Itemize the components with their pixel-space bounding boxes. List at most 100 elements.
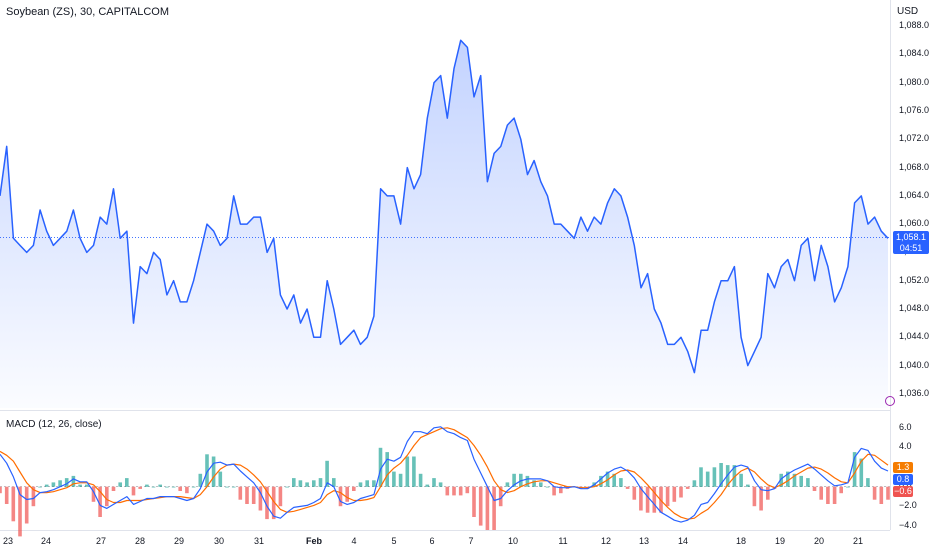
macd-histogram-bar [145, 484, 149, 487]
macd-histogram-bar [352, 486, 356, 491]
macd-histogram-bar [412, 456, 416, 487]
macd-histogram-bar [138, 486, 142, 489]
macd-histogram-bar [71, 475, 76, 487]
macd-histogram-bar [432, 478, 436, 487]
macd-histogram-bar [452, 486, 456, 496]
macd-histogram-bar [31, 486, 36, 507]
macd-histogram-bar [699, 467, 703, 487]
time-tick-label: 11 [558, 536, 568, 546]
macd-histogram-bar [111, 486, 116, 491]
macd-histogram-bar [131, 486, 136, 496]
pane-separator[interactable] [0, 410, 890, 411]
clock-icon[interactable] [885, 396, 895, 406]
macd-histogram-bar [652, 486, 657, 513]
macd-histogram-bar [332, 478, 336, 487]
macd-histogram-bar [325, 460, 329, 487]
time-tick-label: 19 [774, 536, 786, 546]
time-tick-label: 7 [468, 536, 474, 546]
macd-histogram-bar [51, 482, 56, 487]
macd-histogram-bar [705, 471, 710, 487]
macd-histogram-bar [672, 486, 677, 502]
macd-histogram-bar [619, 478, 623, 487]
signal-line [0, 427, 889, 520]
macd-histogram-bar [305, 482, 309, 487]
macd-histogram-bar [231, 486, 236, 488]
price-tick-label: 1,072.0 [899, 133, 930, 144]
last-price-value: 1,058.1 [895, 231, 927, 242]
macd-tick-label: 4.0 [899, 441, 912, 452]
macd-histogram-bar [752, 486, 757, 507]
price-tick-label: 1,064.0 [899, 189, 930, 200]
macd-histogram-bar [799, 475, 803, 487]
macd-histogram-bar [498, 486, 503, 507]
macd-histogram-bar [472, 486, 476, 517]
time-tick-label: 21 [852, 536, 864, 546]
macd-histogram-bar [438, 482, 443, 487]
macd-tick-label: −2.0 [899, 500, 917, 511]
signal-value-badge: 1.3 [893, 462, 913, 473]
price-tick-label: 1,060.0 [899, 218, 930, 229]
macd-histogram-bar [151, 486, 156, 488]
macd-histogram-bar [632, 486, 637, 500]
macd-histogram-bar [832, 486, 837, 504]
price-tick-label: 1,076.0 [899, 105, 930, 115]
macd-indicator-title[interactable]: MACD (12, 26, close) [6, 419, 102, 430]
time-tick-label: 23 [2, 536, 14, 546]
macd-histogram-bar [4, 486, 9, 504]
macd-histogram-bar [292, 478, 296, 487]
macd-histogram-bar [125, 478, 129, 487]
macd-histogram-bar [746, 484, 750, 487]
macd-histogram-bar [492, 486, 496, 530]
currency-label[interactable]: USD [897, 6, 919, 17]
macd-histogram-bar [872, 486, 877, 500]
macd-histogram-bar [318, 478, 323, 487]
macd-tick-label: 0.0 [899, 481, 912, 491]
macd-histogram-bar [85, 484, 89, 487]
macd-histogram-bar [665, 486, 670, 507]
macd-histogram-bar [732, 465, 737, 487]
macd-histogram-bar [812, 486, 817, 491]
time-tick-label: 5 [391, 536, 397, 546]
macd-histogram-bar [11, 486, 16, 522]
time-tick-label: 30 [213, 536, 225, 546]
macd-histogram-bar [218, 471, 223, 487]
macd-histogram-bar [645, 486, 650, 513]
macd-histogram-bar [425, 484, 430, 487]
macd-histogram-bar [759, 486, 763, 511]
macd-histogram-bar [0, 486, 2, 494]
macd-histogram-bar [418, 473, 423, 487]
histogram-value-badge: −0.6 [893, 486, 913, 497]
macd-histogram-bar [198, 473, 203, 487]
macd-histogram-bar [105, 486, 109, 507]
macd-histogram-bar [779, 473, 783, 487]
macd-histogram-bar [405, 456, 410, 487]
time-tick-label: Feb [305, 536, 323, 546]
time-axis[interactable] [0, 530, 890, 550]
price-area-fill [0, 40, 888, 409]
macd-histogram-bar [839, 486, 843, 494]
price-tick-label: 1,048.0 [899, 303, 930, 313]
macd-histogram-bar [505, 482, 510, 487]
macd-value-badge: 0.8 [893, 474, 913, 485]
price-tick-label: 1,080.0 [899, 76, 930, 87]
macd-histogram-bar [178, 486, 182, 491]
macd-histogram-bar [378, 447, 383, 487]
macd-histogram-bar [98, 486, 102, 517]
macd-histogram-bar [458, 486, 463, 496]
macd-histogram-bar [539, 482, 543, 487]
macd-histogram-bar [826, 486, 830, 504]
time-tick-label: 27 [95, 536, 107, 546]
price-axis[interactable] [890, 0, 932, 530]
macd-histogram-bar [852, 452, 857, 487]
symbol-title[interactable]: Soybean (ZS), 30, CAPITALCOM [6, 6, 170, 18]
macd-histogram-bar [205, 454, 209, 487]
macd-histogram-bar [712, 467, 717, 487]
macd-histogram-bar [685, 486, 690, 489]
macd-histogram-bar [225, 486, 229, 488]
macd-histogram-bar [58, 480, 62, 487]
macd-histogram-bar [719, 463, 723, 487]
macd-histogram-bar [118, 482, 122, 487]
macd-histogram-bar [545, 486, 550, 488]
macd-histogram-bar [278, 486, 283, 507]
